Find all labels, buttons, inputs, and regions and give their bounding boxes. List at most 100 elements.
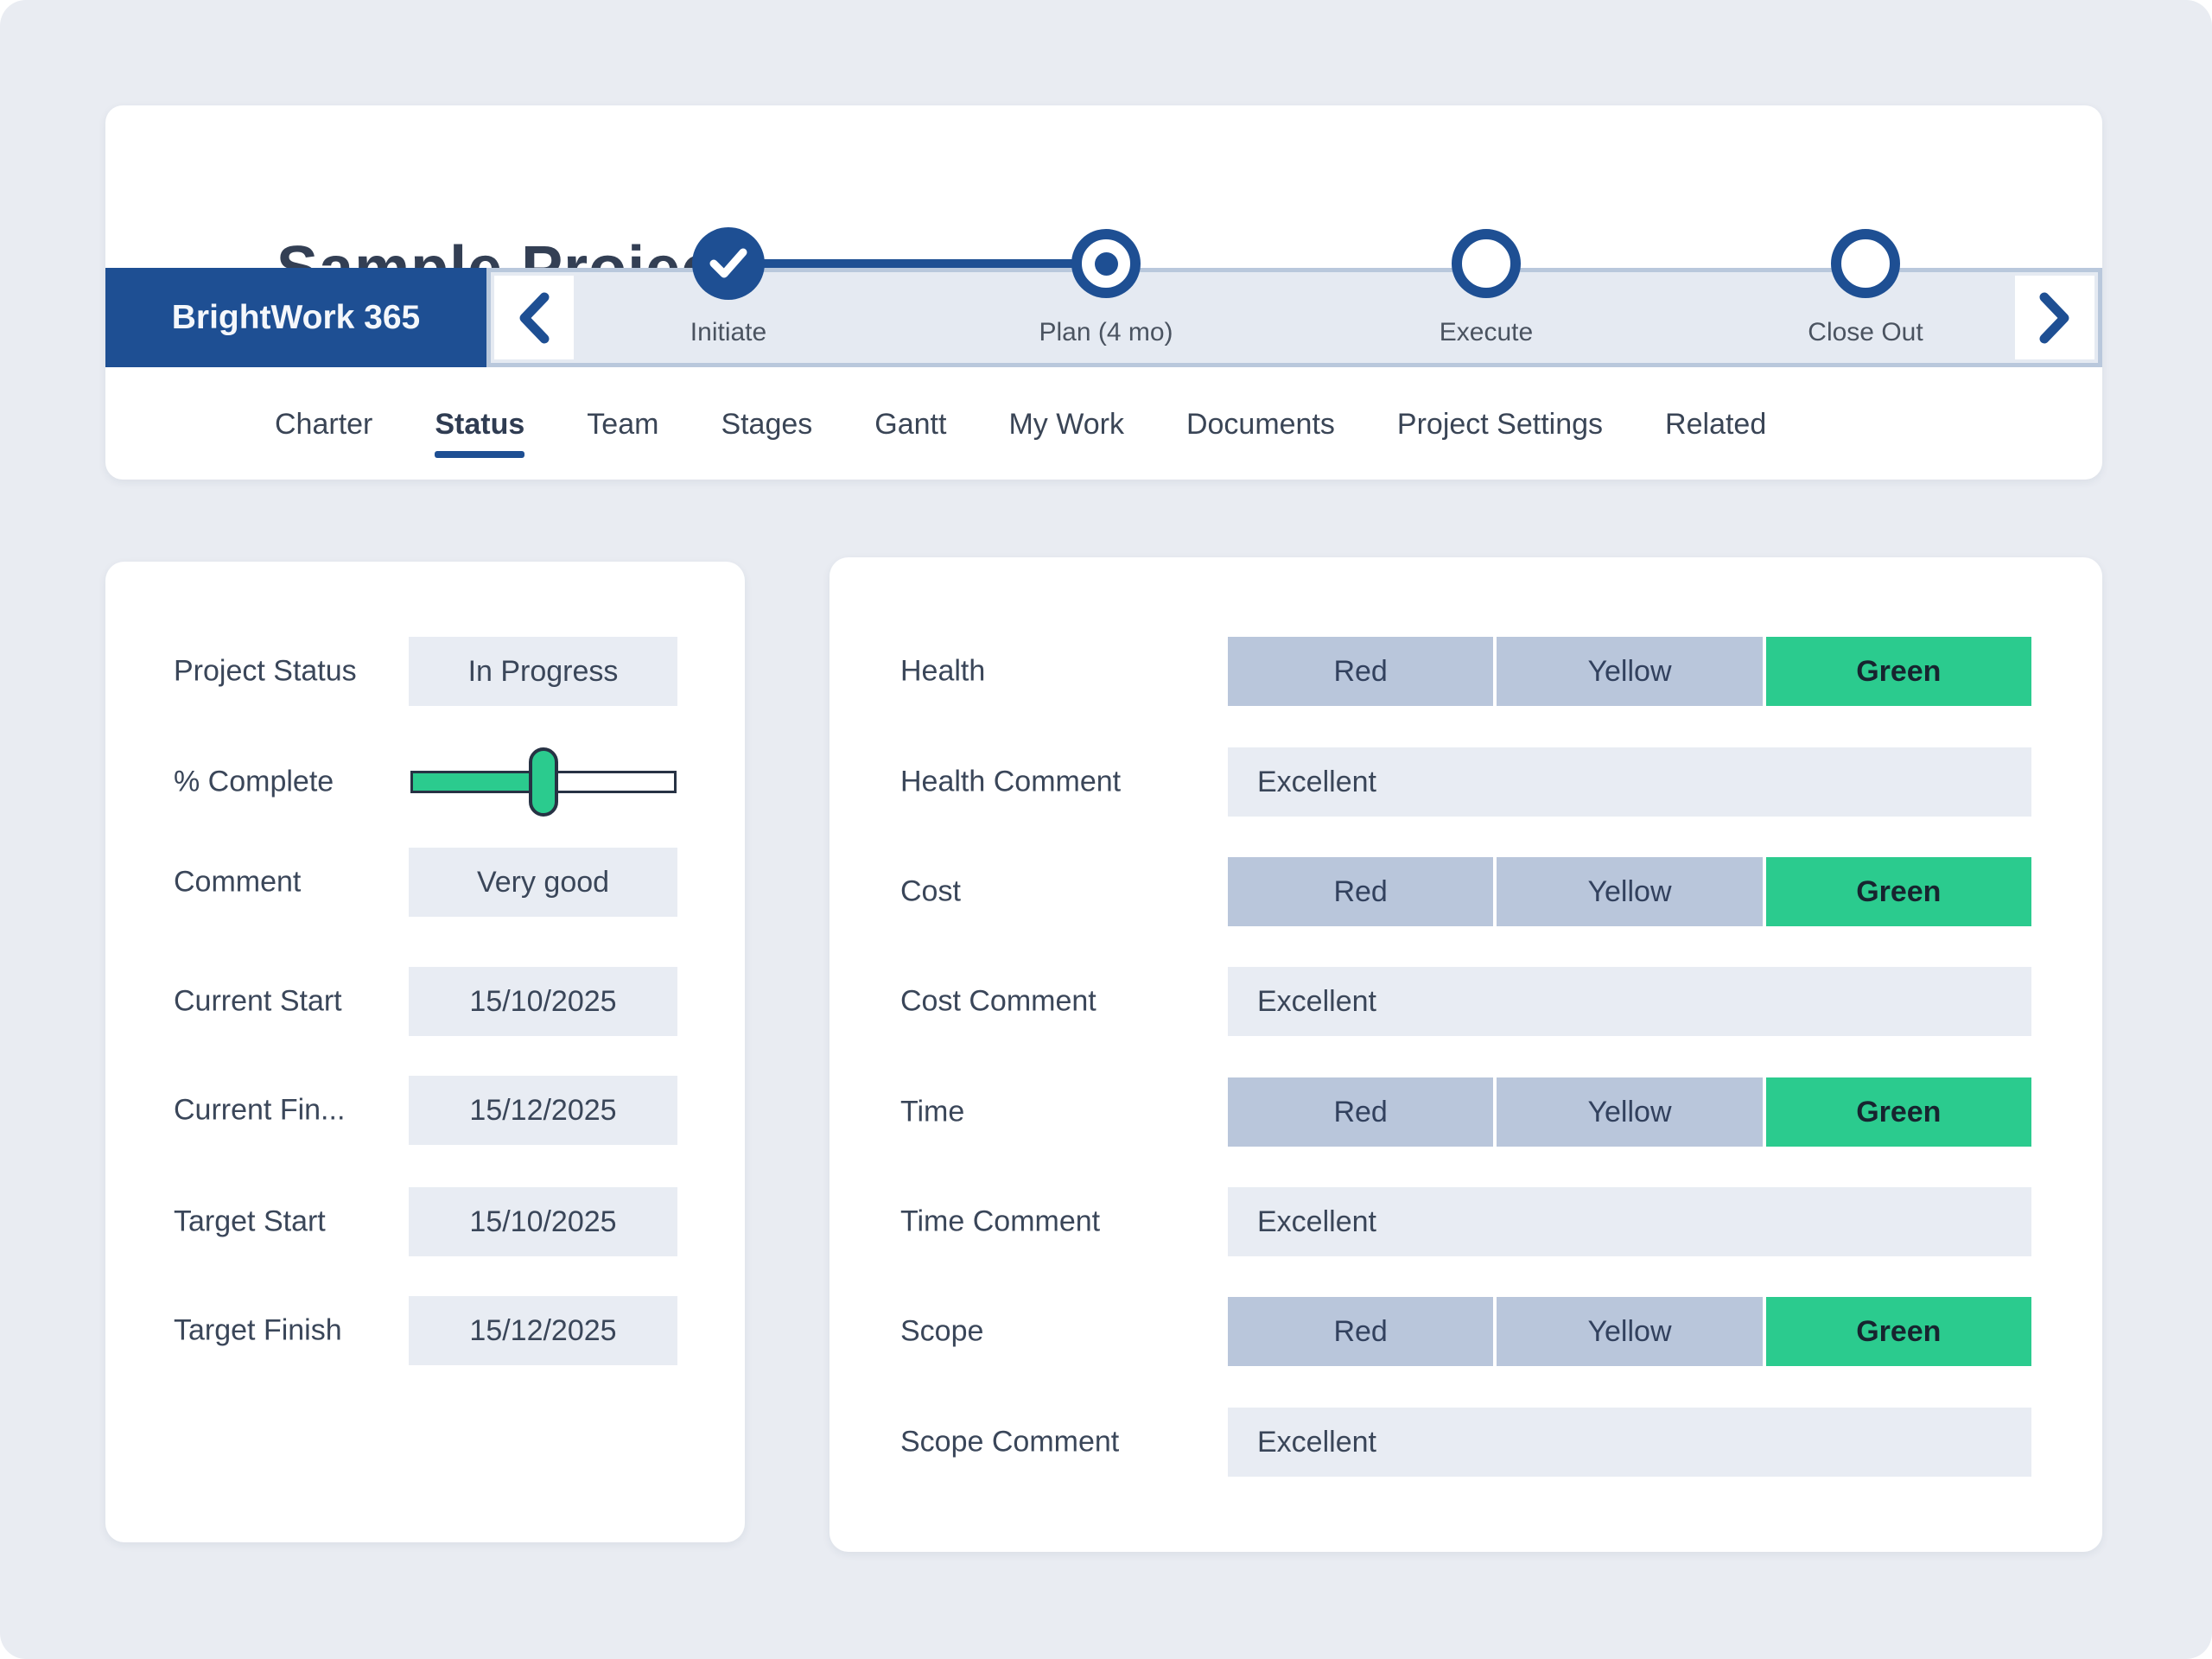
field-value: Excellent	[1257, 1205, 1376, 1238]
health-segmented-control: Red Yellow Green	[1228, 637, 2031, 706]
tab-label: Related	[1665, 408, 1767, 441]
field-row-target-finish: Target Finish 15/12/2025	[105, 1296, 745, 1365]
field-value: Excellent	[1257, 1425, 1376, 1459]
field-value: Excellent	[1257, 984, 1376, 1018]
field-value: In Progress	[467, 654, 619, 688]
current-finish-field[interactable]: 15/12/2025	[409, 1076, 677, 1145]
segment-red[interactable]: Red	[1228, 857, 1494, 926]
next-stage-button[interactable]	[2015, 276, 2094, 359]
metric-label: Time	[900, 1095, 965, 1128]
field-label: Target Start	[174, 1205, 326, 1238]
field-row-percent-complete: % Complete	[105, 747, 745, 817]
stage-circle-completed[interactable]	[692, 227, 765, 300]
status-details-panel: Project Status In Progress % Complete Co…	[105, 562, 745, 1542]
tab-stages[interactable]: Stages	[721, 399, 812, 439]
segment-label: Yellow	[1587, 1095, 1672, 1128]
metric-row-health-comment: Health Comment Excellent	[830, 747, 2102, 817]
target-finish-field[interactable]: 15/12/2025	[409, 1296, 677, 1365]
metric-label: Time Comment	[900, 1205, 1101, 1238]
segment-label: Green	[1856, 1095, 1942, 1128]
field-value: 15/10/2025	[469, 984, 617, 1018]
field-row-comment: Comment Very good	[105, 848, 745, 917]
metric-row-cost: Cost Red Yellow Green	[830, 857, 2102, 926]
tab-gantt[interactable]: Gantt	[874, 399, 946, 439]
field-label: Target Finish	[174, 1313, 342, 1347]
tab-label: Charter	[275, 408, 373, 441]
health-metrics-panel: Health Red Yellow Green Health Comment E…	[830, 557, 2102, 1552]
project-status-field[interactable]: In Progress	[409, 637, 677, 706]
tab-label: Gantt	[874, 408, 947, 441]
metric-row-health: Health Red Yellow Green	[830, 637, 2102, 706]
segment-red[interactable]: Red	[1228, 1077, 1494, 1147]
percent-complete-slider[interactable]	[410, 747, 677, 817]
brand-badge: BrightWork 365	[105, 268, 486, 367]
segment-label: Green	[1856, 874, 1942, 908]
project-header-card: Sample Project BrightWork 365	[105, 105, 2102, 480]
field-label: Comment	[174, 865, 302, 899]
field-label: Current Fin...	[174, 1093, 346, 1127]
field-row-current-start: Current Start 15/10/2025	[105, 967, 745, 1036]
tab-status[interactable]: Status	[435, 399, 525, 458]
stage-label: Execute	[1439, 318, 1534, 346]
prev-stage-button[interactable]	[494, 276, 574, 359]
tab-documents[interactable]: Documents	[1186, 399, 1335, 439]
check-icon	[709, 248, 747, 278]
segment-label: Green	[1856, 1314, 1942, 1348]
tab-related[interactable]: Related	[1665, 399, 1766, 439]
segment-green[interactable]: Green	[1765, 637, 2031, 706]
slider-fill	[413, 773, 543, 791]
segment-red[interactable]: Red	[1228, 1297, 1494, 1366]
segment-yellow[interactable]: Yellow	[1497, 1297, 1763, 1366]
field-value: 15/10/2025	[469, 1205, 617, 1238]
metric-row-scope-comment: Scope Comment Excellent	[830, 1408, 2102, 1477]
field-value: Very good	[476, 865, 610, 899]
segment-green[interactable]: Green	[1765, 1077, 2031, 1147]
segment-label: Yellow	[1587, 654, 1672, 688]
metric-row-time-comment: Time Comment Excellent	[830, 1187, 2102, 1256]
stage-circle-current[interactable]	[1071, 229, 1141, 298]
segment-yellow[interactable]: Yellow	[1497, 857, 1763, 926]
segment-yellow[interactable]: Yellow	[1497, 637, 1763, 706]
active-tab-underline	[435, 451, 525, 458]
field-value: 15/12/2025	[469, 1313, 617, 1347]
current-stage-dot-icon	[1094, 251, 1118, 276]
scope-comment-field[interactable]: Excellent	[1228, 1408, 2031, 1477]
segment-green[interactable]: Green	[1765, 857, 2031, 926]
chevron-left-icon	[519, 292, 550, 343]
tab-my-work[interactable]: My Work	[1008, 399, 1123, 439]
segment-label: Red	[1333, 1314, 1388, 1348]
slider-thumb[interactable]	[529, 747, 558, 817]
metric-label: Health	[900, 654, 986, 688]
stage-circle-upcoming[interactable]	[1452, 229, 1521, 298]
metric-label: Scope Comment	[900, 1425, 1120, 1459]
metric-row-scope: Scope Red Yellow Green	[830, 1297, 2102, 1366]
tab-project-settings[interactable]: Project Settings	[1397, 399, 1603, 439]
stage-label: Initiate	[690, 318, 767, 346]
segment-label: Red	[1333, 1095, 1388, 1128]
stage-circle-upcoming[interactable]	[1831, 229, 1900, 298]
metric-row-time: Time Red Yellow Green	[830, 1077, 2102, 1147]
segment-yellow[interactable]: Yellow	[1497, 1077, 1763, 1147]
segment-red[interactable]: Red	[1228, 637, 1494, 706]
tab-label: Stages	[721, 408, 813, 441]
field-row-current-finish: Current Fin... 15/12/2025	[105, 1076, 745, 1145]
health-comment-field[interactable]: Excellent	[1228, 747, 2031, 817]
segment-label: Yellow	[1587, 1314, 1672, 1348]
chevron-right-icon	[2039, 292, 2069, 343]
time-comment-field[interactable]: Excellent	[1228, 1187, 2031, 1256]
metric-label: Cost	[900, 874, 961, 908]
tab-label: Team	[587, 408, 659, 441]
metric-label: Scope	[900, 1314, 984, 1348]
field-label: % Complete	[174, 765, 334, 798]
tab-charter[interactable]: Charter	[275, 399, 372, 439]
target-start-field[interactable]: 15/10/2025	[409, 1187, 677, 1256]
tab-label: Status	[435, 408, 525, 441]
cost-comment-field[interactable]: Excellent	[1228, 967, 2031, 1036]
comment-field[interactable]: Very good	[409, 848, 677, 917]
field-row-project-status: Project Status In Progress	[105, 637, 745, 706]
current-start-field[interactable]: 15/10/2025	[409, 967, 677, 1036]
tab-bar: Charter Status Team Stages Gantt My Work	[275, 399, 1766, 460]
cost-segmented-control: Red Yellow Green	[1228, 857, 2031, 926]
tab-team[interactable]: Team	[587, 399, 658, 439]
segment-green[interactable]: Green	[1765, 1297, 2031, 1366]
